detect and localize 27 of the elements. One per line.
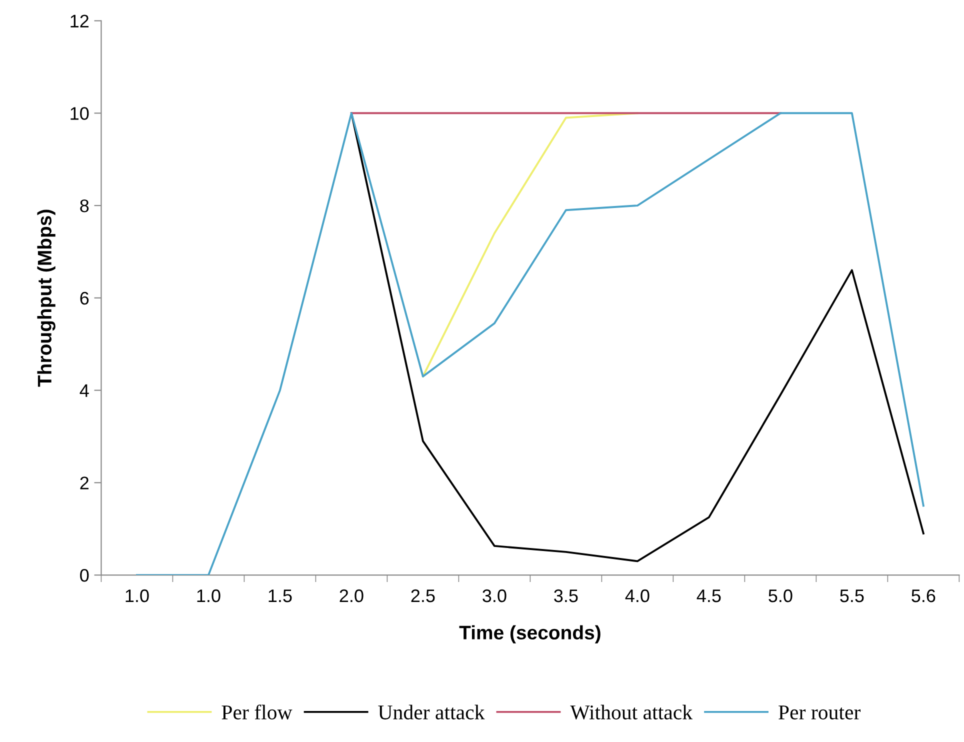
x-tick-label: 5.6 bbox=[912, 589, 936, 602]
y-tick-label: 2 bbox=[80, 476, 89, 490]
y-tick-label: 12 bbox=[70, 14, 89, 28]
y-tick-label: 8 bbox=[80, 199, 89, 212]
line-series bbox=[136, 112, 924, 576]
y-tick-label: 4 bbox=[80, 384, 89, 397]
line-series bbox=[422, 112, 638, 378]
x-axis-title: Time (seconds) bbox=[459, 625, 600, 644]
x-tick-label: 4.0 bbox=[625, 589, 650, 602]
y-tick-label: 10 bbox=[70, 107, 89, 120]
x-tick-label: 1.5 bbox=[268, 590, 292, 602]
y-tick-label: 0 bbox=[80, 568, 89, 582]
legend-label: Per flow bbox=[222, 704, 292, 720]
y-tick-label: 6 bbox=[80, 292, 89, 305]
x-tick-label: 3.5 bbox=[554, 589, 578, 602]
legend-label: Under attack bbox=[378, 704, 485, 720]
legend-label: Without attack bbox=[570, 704, 693, 720]
x-tick-label: 3.0 bbox=[482, 589, 506, 602]
y-axis-title: Throughput (Mbps) bbox=[37, 210, 56, 387]
x-tick-label: 1.0 bbox=[126, 589, 149, 602]
x-tick-label: 2.0 bbox=[340, 589, 364, 602]
legend-label: Per router bbox=[778, 706, 861, 720]
x-tick-label: 5.5 bbox=[840, 590, 864, 602]
x-tick-label: 4.5 bbox=[696, 590, 721, 602]
x-tick-label: 1.0 bbox=[197, 589, 220, 602]
x-tick-label: 5.0 bbox=[768, 589, 792, 602]
x-tick-label: 2.5 bbox=[411, 589, 435, 602]
